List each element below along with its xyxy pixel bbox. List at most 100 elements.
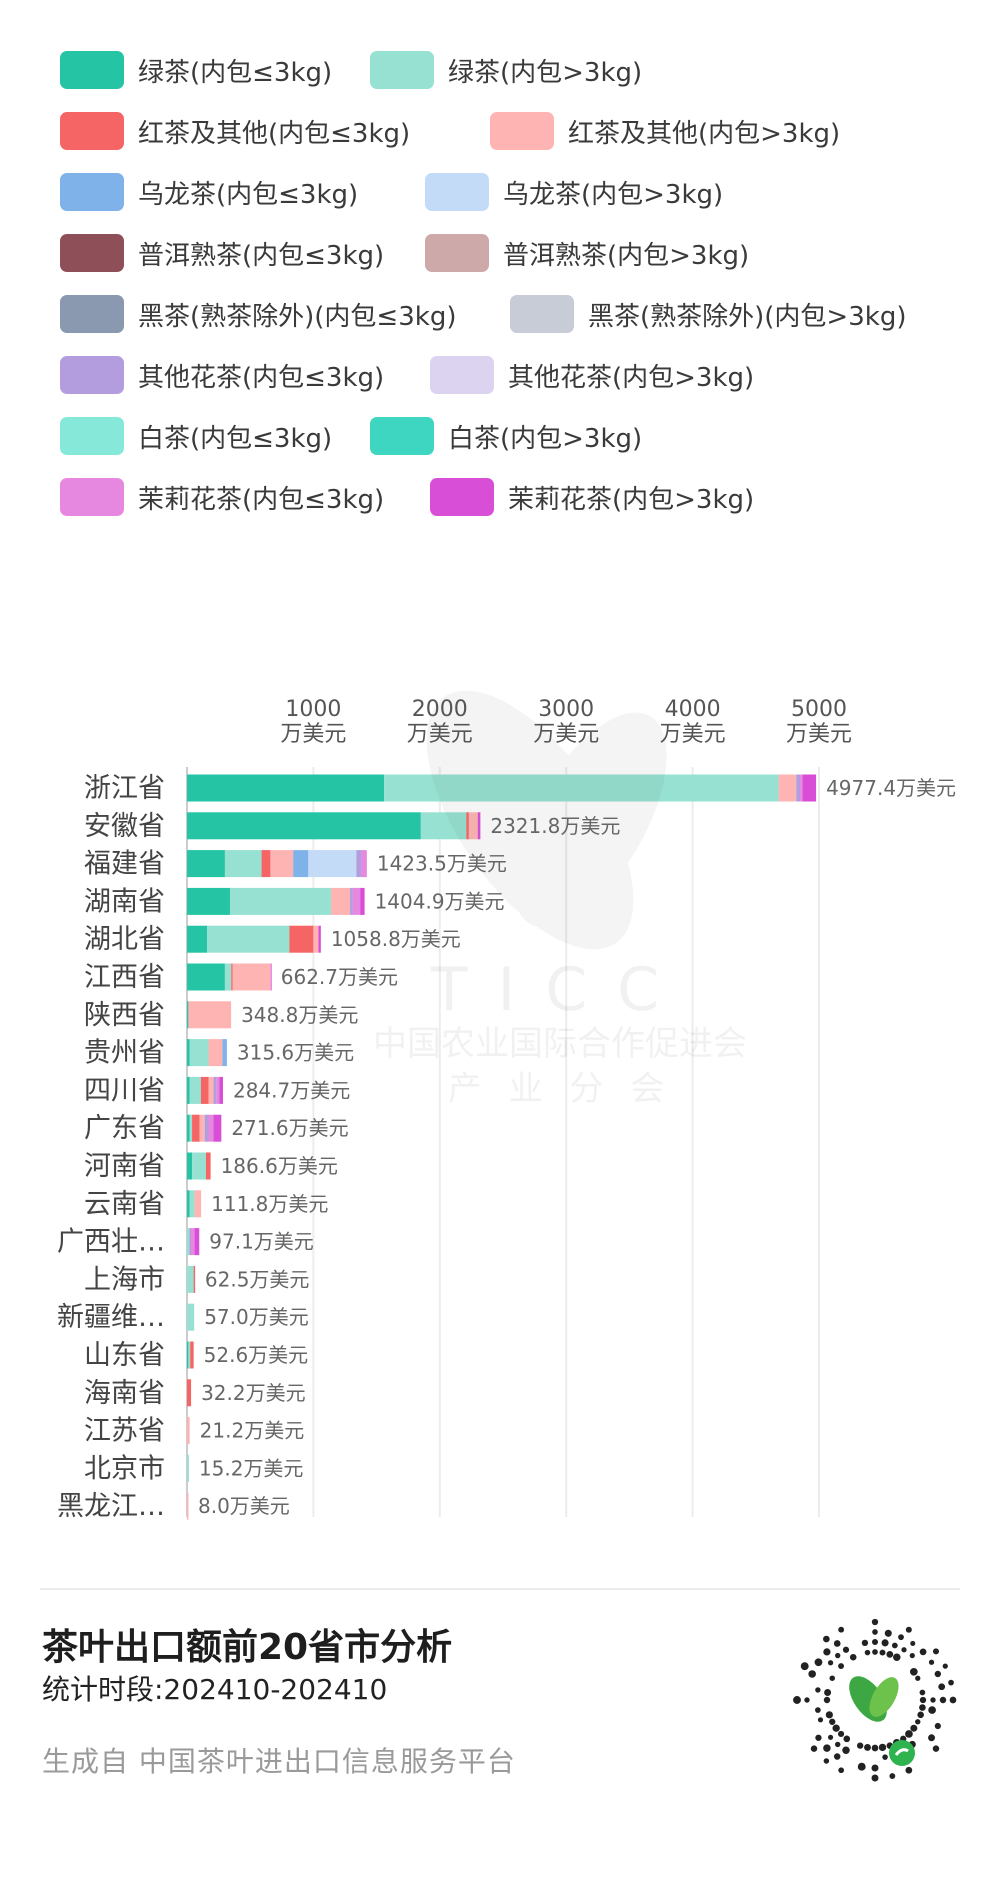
legend-label: 黑茶(熟茶除外)(内包>3kg) <box>588 301 907 332</box>
legend-item[interactable]: 绿茶(内包>3kg) <box>370 50 642 90</box>
legend-swatch <box>60 295 124 333</box>
bar-segment <box>216 1076 220 1104</box>
x-tick-label: 2000 <box>412 697 468 722</box>
bar-segment <box>293 850 309 878</box>
category-label: 黑龙江… <box>57 1491 165 1522</box>
legend-item[interactable]: 白茶(内包≤3kg) <box>60 416 332 456</box>
legend-item[interactable]: 其他花茶(内包>3kg) <box>430 355 754 395</box>
legend-item[interactable]: 茉莉花茶(内包>3kg) <box>430 477 754 517</box>
bar-segment <box>187 1341 189 1369</box>
legend-swatch <box>490 112 554 150</box>
legend-label: 普洱熟茶(内包≤3kg) <box>138 240 385 271</box>
qr-dot <box>815 1734 822 1741</box>
qr-dot <box>833 1640 841 1647</box>
qr-dot <box>825 1711 833 1719</box>
qr-dot <box>934 1670 942 1678</box>
qr-dot <box>857 1742 864 1749</box>
legend-swatch <box>430 356 494 394</box>
qr-dot <box>864 1743 871 1751</box>
bar-segment <box>466 812 469 840</box>
qr-dot <box>872 1649 878 1655</box>
category-label: 北京市 <box>84 1453 165 1484</box>
bar-value-label: 57.0万美元 <box>204 1305 309 1329</box>
legend-swatch <box>60 234 124 272</box>
bar-segment <box>187 1190 190 1218</box>
footer-divider <box>40 1588 960 1590</box>
mini-program-qr-code[interactable] <box>790 1615 960 1785</box>
legend-item[interactable]: 红茶及其他(内包≤3kg) <box>60 111 410 151</box>
bar-segment <box>190 1228 195 1256</box>
bar-value-label: 62.5万美元 <box>205 1267 310 1291</box>
qr-dot <box>871 1618 879 1626</box>
qr-dot <box>910 1724 918 1732</box>
bar-value-label: 4977.4万美元 <box>826 776 956 800</box>
bar-segment <box>356 850 362 878</box>
qr-dot <box>939 1696 947 1704</box>
qr-dot <box>879 1649 886 1656</box>
qr-dot <box>905 1626 912 1633</box>
legend-swatch <box>430 478 494 516</box>
qr-dot <box>823 1758 830 1764</box>
mini-program-icon <box>889 1740 915 1766</box>
qr-dot <box>915 1719 921 1725</box>
x-tick-unit: 万美元 <box>660 722 726 747</box>
bar-segment <box>189 1076 201 1104</box>
legend-item[interactable]: 白茶(内包>3kg) <box>370 416 642 456</box>
bar-segment <box>187 1303 195 1331</box>
report-title: 茶叶出口额前20省市分析 <box>42 1627 453 1668</box>
bar-segment <box>187 1001 189 1029</box>
bar-segment <box>313 925 319 953</box>
bar-segment <box>194 1190 202 1218</box>
qr-dot <box>827 1660 834 1666</box>
qr-dot <box>919 1696 927 1704</box>
qr-dot <box>823 1648 831 1656</box>
bar-segment <box>331 887 351 915</box>
bar-segment <box>204 1114 209 1142</box>
bar-segment <box>231 963 233 991</box>
legend-item[interactable]: 绿茶(内包≤3kg) <box>60 50 332 90</box>
legend-label: 白茶(内包>3kg) <box>448 423 643 454</box>
qr-dot <box>849 1653 857 1661</box>
legend-item[interactable]: 普洱熟茶(内包>3kg) <box>425 233 749 273</box>
qr-dot <box>823 1635 830 1643</box>
bar-segment <box>187 1152 193 1180</box>
legend-item[interactable]: 普洱熟茶(内包≤3kg) <box>60 233 384 273</box>
qr-dot <box>891 1642 898 1649</box>
bar-segment <box>207 925 290 953</box>
bar-segment <box>219 1076 223 1104</box>
bar-segment <box>350 887 353 915</box>
qr-dot <box>815 1707 821 1713</box>
qr-dot <box>917 1711 924 1719</box>
bar-segment <box>189 1228 192 1256</box>
bar-segment <box>208 1039 223 1067</box>
legend-item[interactable]: 茉莉花茶(内包≤3kg) <box>60 477 384 517</box>
bar-segment <box>420 812 467 840</box>
x-tick-unit: 万美元 <box>407 722 473 747</box>
qr-dot <box>871 1638 879 1646</box>
qr-dot <box>909 1652 915 1659</box>
bar-segment <box>187 1076 190 1104</box>
bar-value-label: 15.2万美元 <box>199 1456 304 1480</box>
bar-segment <box>384 774 779 802</box>
qr-dot <box>842 1746 850 1754</box>
legend-item[interactable]: 其他花茶(内包≤3kg) <box>60 355 384 395</box>
bar-segment <box>187 1379 192 1407</box>
bar-segment <box>187 1114 190 1142</box>
legend-item[interactable]: 黑茶(熟茶除外)(内包>3kg) <box>510 294 906 334</box>
legend-item[interactable]: 黑茶(熟茶除外)(内包≤3kg) <box>60 294 456 334</box>
legend-item[interactable]: 红茶及其他(内包>3kg) <box>490 111 840 151</box>
legend-item[interactable]: 乌龙茶(内包≤3kg) <box>60 172 358 212</box>
qr-dot <box>934 1722 941 1730</box>
qr-dot <box>938 1683 946 1691</box>
legend-swatch <box>60 356 124 394</box>
legend-item[interactable]: 乌龙茶(内包>3kg) <box>425 172 723 212</box>
bar-segment <box>189 1190 195 1218</box>
report-period: 统计时段:202410-202410 <box>42 1673 388 1706</box>
bar-segment <box>796 774 801 802</box>
bar-segment <box>270 963 272 991</box>
bar-segment <box>224 850 262 878</box>
x-tick-unit: 万美元 <box>280 722 346 747</box>
legend-label: 其他花茶(内包≤3kg) <box>138 362 385 393</box>
bar-segment <box>213 1076 217 1104</box>
category-label: 山东省 <box>84 1340 165 1371</box>
